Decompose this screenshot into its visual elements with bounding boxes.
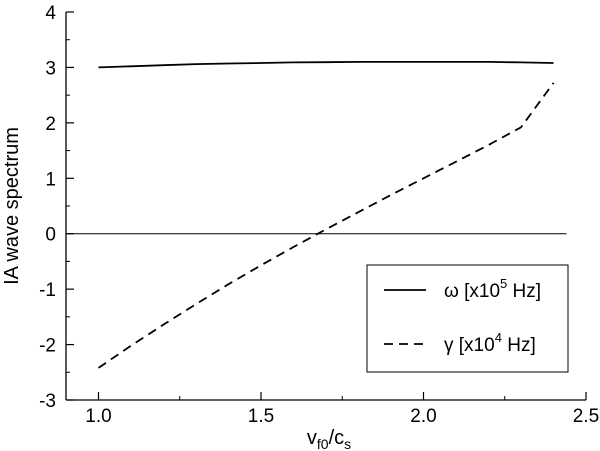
x-tick-label: 2.0 — [410, 406, 436, 427]
y-tick-label: 3 — [45, 58, 56, 79]
tick-marks — [66, 11, 587, 401]
y-tick-label: 1 — [45, 169, 56, 190]
x-tick-label: 1.5 — [248, 406, 274, 427]
legend: ω [x105 Hz] γ [x104 Hz] — [366, 264, 569, 373]
x-axis-label: vf0/cs — [307, 427, 351, 451]
y-tick-label: -2 — [39, 336, 56, 357]
y-tick-label: 0 — [45, 225, 56, 246]
y-tick-label: -1 — [39, 280, 56, 301]
y-tick-label: 4 — [45, 3, 56, 24]
series-gamma-line — [97, 82, 555, 369]
legend-label-gamma: γ [x104 Hz] — [444, 330, 536, 356]
y-tick-label: -3 — [39, 391, 56, 412]
y-axis-label: IA wave spectrum — [1, 127, 23, 285]
plot-area — [66, 61, 567, 369]
legend-box — [366, 264, 569, 373]
series-omega-line — [98, 61, 554, 69]
x-tick-label: 1.0 — [85, 406, 111, 427]
x-tick-label: 2.5 — [573, 406, 599, 427]
tick-labels: -3 -2 -1 0 1 2 3 4 1.0 1.5 2.0 2.5 — [39, 3, 599, 427]
y-tick-label: 2 — [45, 114, 56, 135]
legend-label-omega: ω [x105 Hz] — [444, 276, 541, 302]
